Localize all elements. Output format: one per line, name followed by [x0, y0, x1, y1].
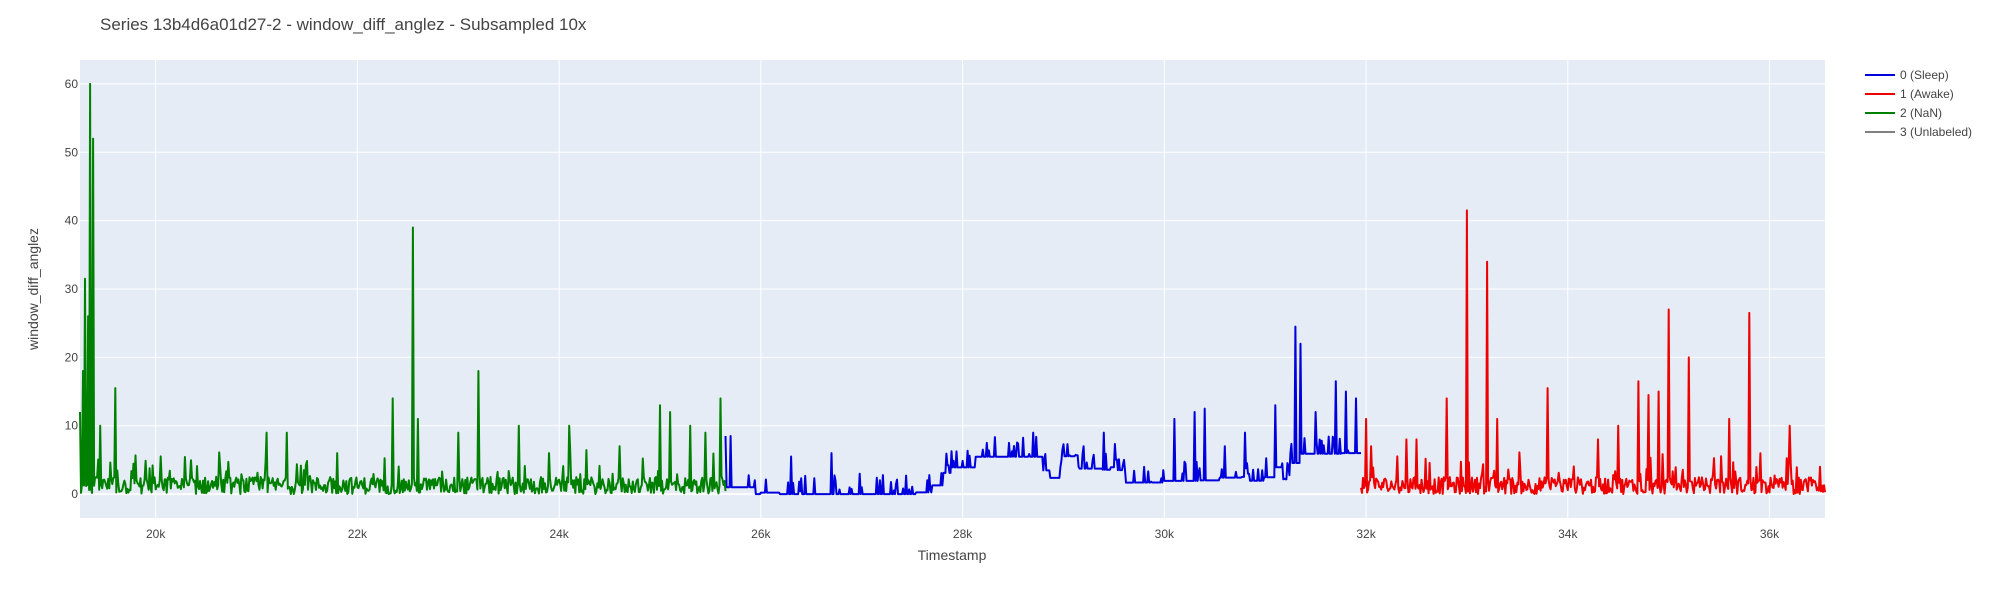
legend[interactable]: 0 (Sleep) 1 (Awake) 2 (NaN) 3 (Unlabeled) — [1865, 68, 1972, 139]
x-axis-title: Timestamp — [918, 547, 987, 563]
series-layer — [79, 82, 1826, 496]
y-axis: 0 10 20 30 40 50 60 — [65, 77, 79, 501]
x-tick-label: 36k — [1760, 527, 1780, 541]
legend-item[interactable]: 1 (Awake) — [1865, 87, 1954, 101]
legend-item[interactable]: 0 (Sleep) — [1865, 68, 1949, 82]
series-line — [724, 325, 1361, 496]
series-line — [79, 82, 727, 495]
x-tick-label: 30k — [1155, 527, 1175, 541]
x-tick-label: 20k — [146, 527, 166, 541]
x-tick-label: 26k — [751, 527, 771, 541]
legend-label: 3 (Unlabeled) — [1900, 125, 1972, 139]
x-tick-label: 34k — [1558, 527, 1578, 541]
x-tick-label: 32k — [1356, 527, 1376, 541]
legend-label: 2 (NaN) — [1900, 106, 1942, 120]
y-tick-label: 50 — [65, 145, 79, 159]
y-tick-label: 20 — [65, 350, 79, 364]
y-tick-label: 30 — [65, 282, 79, 296]
y-axis-title: window_diff_anglez — [25, 228, 41, 351]
x-axis: 20k 22k 24k 26k 28k 30k 32k 34k 36k — [146, 527, 1780, 541]
y-tick-label: 10 — [65, 419, 79, 433]
chart-title: Series 13b4d6a01d27-2 - window_diff_angl… — [100, 15, 587, 34]
legend-label: 0 (Sleep) — [1900, 68, 1949, 82]
x-tick-label: 24k — [549, 527, 569, 541]
y-tick-label: 0 — [71, 487, 78, 501]
legend-item[interactable]: 2 (NaN) — [1865, 106, 1942, 120]
y-tick-label: 60 — [65, 77, 79, 91]
series-line — [1360, 209, 1826, 495]
legend-item[interactable]: 3 (Unlabeled) — [1865, 125, 1972, 139]
y-tick-label: 40 — [65, 214, 79, 228]
x-tick-label: 22k — [348, 527, 368, 541]
legend-label: 1 (Awake) — [1900, 87, 1954, 101]
x-tick-label: 28k — [953, 527, 973, 541]
